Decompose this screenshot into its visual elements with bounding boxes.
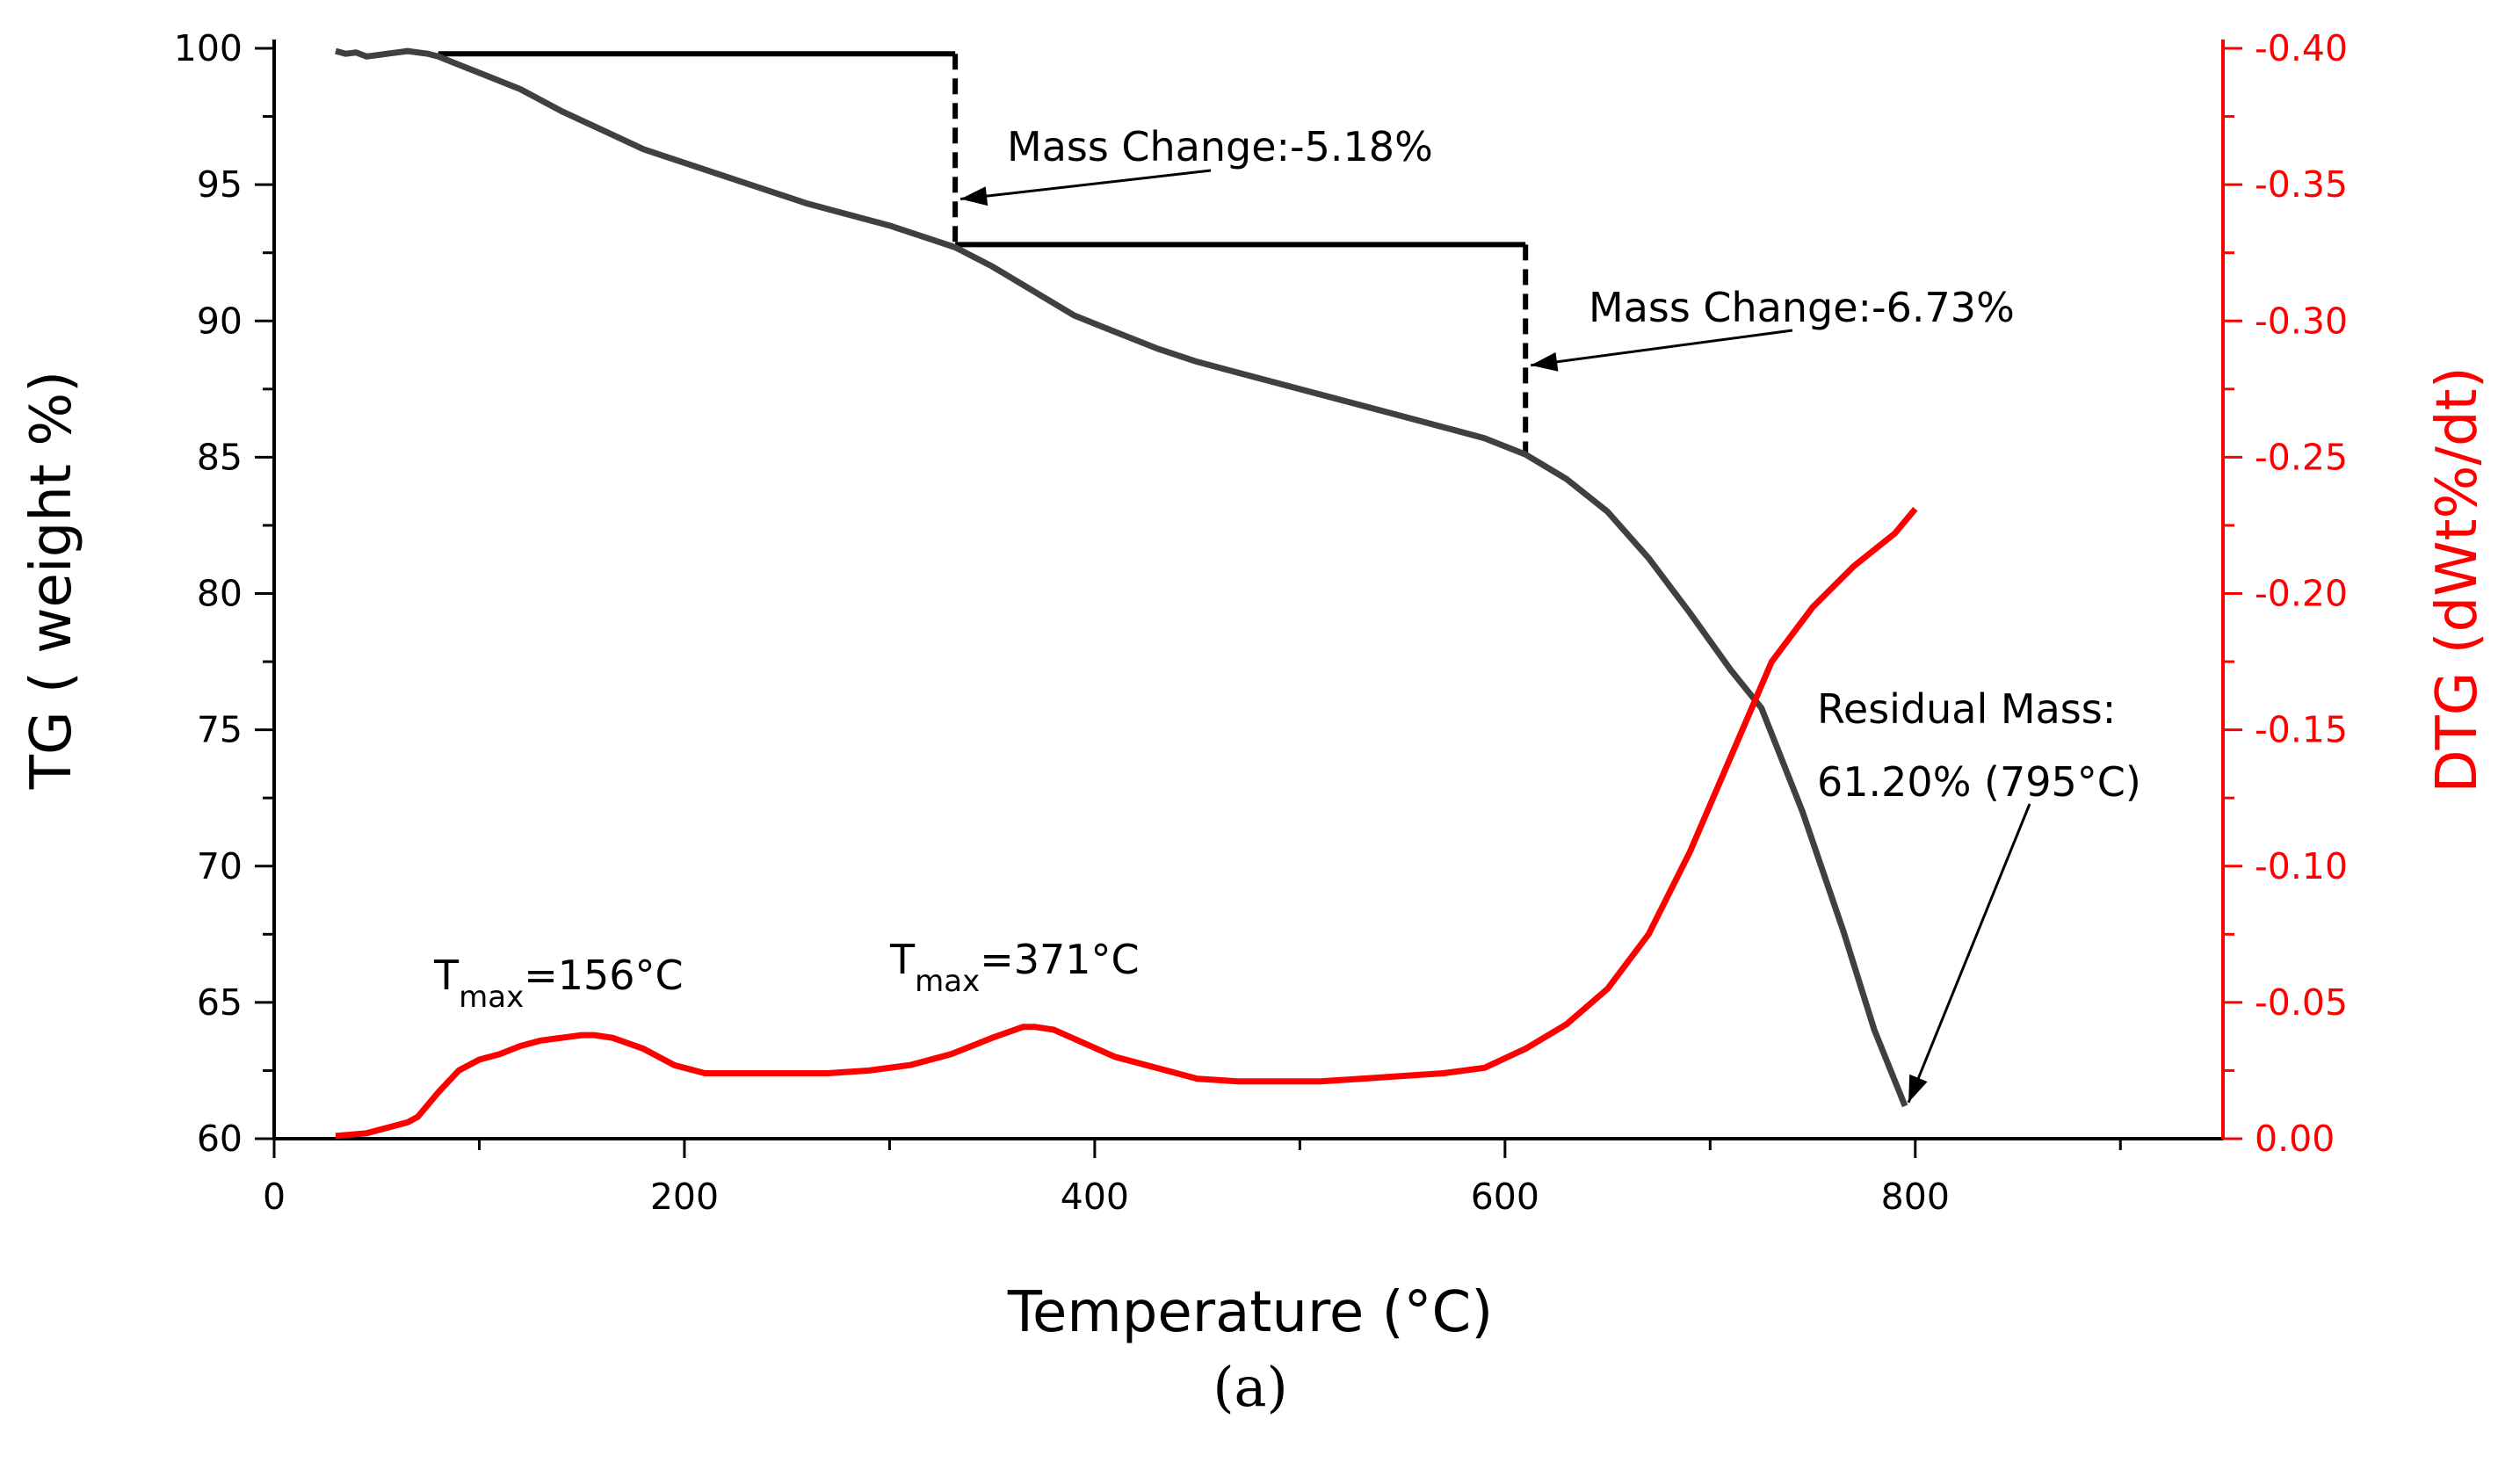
mass-change-2-label: Mass Change:-6.73% xyxy=(1589,284,2015,331)
tmax-2-label-t: T xyxy=(889,936,916,983)
mass-change-2-arrow-head xyxy=(1531,351,1559,372)
y-axis-title: TG ( weight %) xyxy=(19,371,84,790)
mass-change-1-label: Mass Change:-5.18% xyxy=(1007,123,1433,170)
y2-tick-label: -0.05 xyxy=(2255,981,2348,1024)
x-axis-title: Temperature (°C) xyxy=(1007,1280,1493,1345)
y-tick-label: 95 xyxy=(197,163,243,206)
x-tick-label: 200 xyxy=(650,1176,719,1218)
mass-change-1-arrow-head xyxy=(960,186,988,206)
y2-tick-label: -0.20 xyxy=(2255,573,2348,615)
y-tick-label: 80 xyxy=(197,573,243,615)
mass-change-2-arrow xyxy=(1530,329,1793,367)
x-tick-label: 600 xyxy=(1471,1176,1539,1218)
mass-change-1-arrow xyxy=(959,169,1212,201)
y-tick-label: 85 xyxy=(197,436,243,478)
residual-mass-arrow xyxy=(1907,803,2031,1104)
y-tick-label: 75 xyxy=(197,709,243,751)
y-tick-label: 60 xyxy=(197,1118,243,1160)
y-tick-label: 65 xyxy=(197,981,243,1024)
tmax-2-label-subscript: max xyxy=(915,964,980,999)
tmax-2-label: Tmax=371°C xyxy=(889,936,1140,999)
y2-axis-title: DTG (dWt%/dt) xyxy=(2425,366,2490,793)
annotations-layer: Mass Change:-5.18% Mass Change:-6.73% Resi… xyxy=(433,123,2141,1104)
tmax-1-label-t: T xyxy=(433,952,460,999)
residual-mass-label: Residual Mass: xyxy=(1817,685,2116,733)
figure-caption: (a) xyxy=(1213,1355,1287,1419)
y2-tick-label: -0.15 xyxy=(2255,709,2348,751)
residual-mass-value: 61.20% (795°C) xyxy=(1817,758,2141,806)
mass-change-steps xyxy=(438,51,1529,455)
y-tick-label: 100 xyxy=(174,27,243,69)
y2-tick-label: -0.10 xyxy=(2255,845,2348,887)
tmax-1-label: Tmax=156°C xyxy=(433,952,684,1015)
tmax-1-label-subscript: max xyxy=(459,980,524,1015)
y-tick-label: 90 xyxy=(197,300,243,342)
residual-mass-arrow-head xyxy=(1908,1074,1928,1103)
series-layer xyxy=(335,47,1918,1140)
tmax-1-label-value: =156°C xyxy=(524,952,683,999)
tg-series-line xyxy=(335,47,1908,1108)
y2-tick-label: -0.40 xyxy=(2255,27,2348,69)
x-tick-label: 800 xyxy=(1881,1176,1950,1218)
x-tick-label: 400 xyxy=(1061,1176,1129,1218)
y2-tick-label: -0.25 xyxy=(2255,436,2348,478)
y-tick-label: 70 xyxy=(197,845,243,887)
axes-layer: 0 200 400 600 800 60 65 70 75 80 85 90 95 100 0.00 -0.0… xyxy=(174,27,2348,1218)
tmax-2-label-value: =371°C xyxy=(980,936,1139,983)
y2-tick-label: 0.00 xyxy=(2255,1118,2335,1160)
dtg-series-line xyxy=(335,507,1918,1140)
y2-tick-label: -0.35 xyxy=(2255,163,2348,206)
y2-tick-label: -0.30 xyxy=(2255,300,2348,342)
x-tick-label: 0 xyxy=(263,1176,286,1218)
